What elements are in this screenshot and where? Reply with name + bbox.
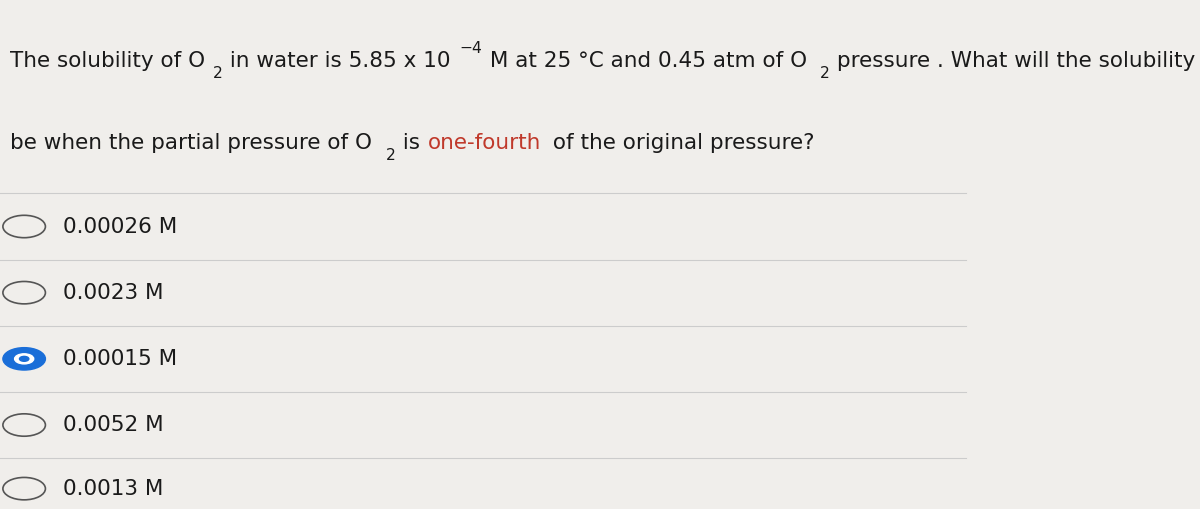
- Circle shape: [14, 354, 34, 364]
- Text: 2: 2: [386, 148, 396, 163]
- Text: pressure . What will the solubility: pressure . What will the solubility: [829, 51, 1195, 71]
- Text: in water is 5.85 x 10: in water is 5.85 x 10: [222, 51, 450, 71]
- Text: one-fourth: one-fourth: [428, 132, 541, 153]
- Text: of the original pressure?: of the original pressure?: [546, 132, 815, 153]
- Text: 0.0013 M: 0.0013 M: [62, 478, 163, 499]
- Text: 2: 2: [820, 66, 829, 81]
- Text: 0.00015 M: 0.00015 M: [62, 349, 176, 369]
- Text: −4: −4: [458, 41, 482, 56]
- Text: be when the partial pressure of O: be when the partial pressure of O: [10, 132, 372, 153]
- Text: M at 25 °C and 0.45 atm of O: M at 25 °C and 0.45 atm of O: [482, 51, 806, 71]
- Text: 0.00026 M: 0.00026 M: [62, 216, 178, 237]
- Circle shape: [2, 348, 46, 370]
- Text: 0.0052 M: 0.0052 M: [62, 415, 163, 435]
- Circle shape: [19, 356, 29, 361]
- Text: 2: 2: [212, 66, 222, 81]
- Text: 0.0023 M: 0.0023 M: [62, 282, 163, 303]
- Text: The solubility of O: The solubility of O: [10, 51, 205, 71]
- Text: is: is: [396, 132, 427, 153]
